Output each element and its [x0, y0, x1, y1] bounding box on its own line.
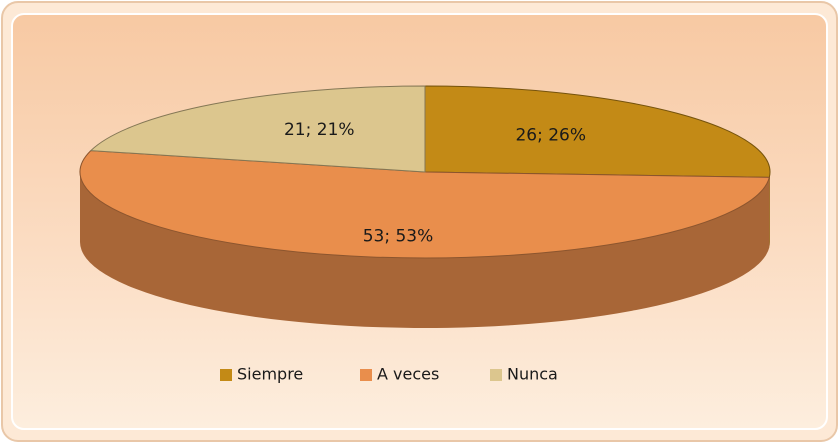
data-label: 21; 21%: [284, 120, 355, 140]
slice: [89, 85, 426, 173]
slice-side: [79, 172, 770, 329]
slice-side: [769, 172, 770, 248]
legend-swatch: [220, 369, 232, 381]
data-label: 53; 53%: [363, 227, 434, 247]
slice: [424, 85, 771, 178]
legend-label: Siempre: [237, 365, 303, 384]
pie: 26; 26% 53; 53% 21; 21%: [79, 85, 771, 329]
legend-swatch: [360, 369, 372, 381]
legend-swatch: [490, 369, 502, 381]
legend: Siempre A veces Nunca: [220, 365, 558, 384]
data-label: 26; 26%: [515, 125, 586, 145]
slice: [79, 150, 770, 259]
legend-label: Nunca: [507, 365, 558, 384]
legend-label: A veces: [377, 365, 439, 384]
